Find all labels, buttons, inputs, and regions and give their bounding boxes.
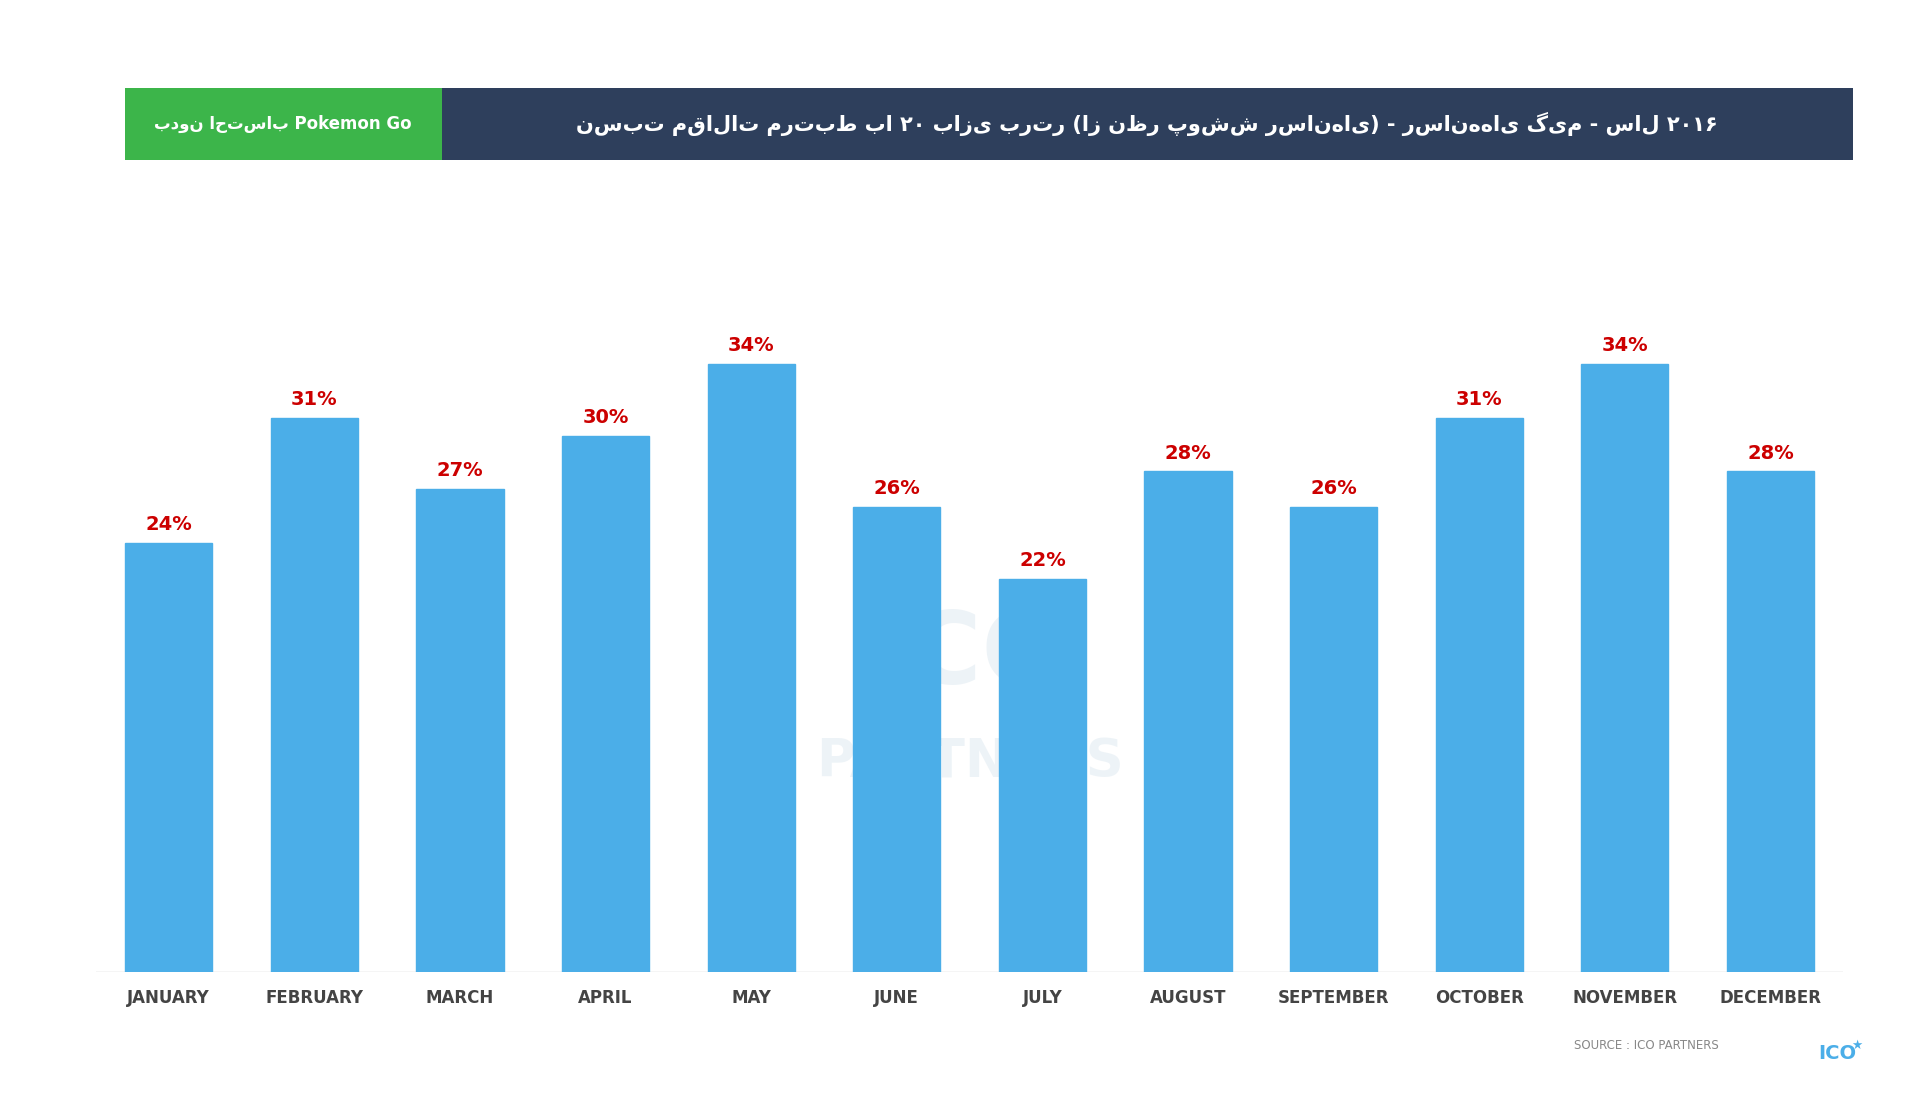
Text: 24%: 24% <box>146 515 192 534</box>
Text: ICO: ICO <box>872 609 1068 705</box>
FancyBboxPatch shape <box>125 88 1853 160</box>
Bar <box>1436 418 1523 972</box>
Text: 28%: 28% <box>1747 443 1793 463</box>
Bar <box>125 543 213 972</box>
Bar <box>1144 472 1233 972</box>
Text: PARTNERS: PARTNERS <box>816 736 1123 788</box>
Text: ICO: ICO <box>1818 1044 1857 1063</box>
Text: 28%: 28% <box>1165 443 1212 463</box>
Text: 34%: 34% <box>1601 336 1647 355</box>
Text: 22%: 22% <box>1020 551 1066 570</box>
Text: 34%: 34% <box>728 336 774 355</box>
Text: 27%: 27% <box>436 462 484 481</box>
Bar <box>707 365 795 972</box>
Text: SOURCE : ICO PARTNERS: SOURCE : ICO PARTNERS <box>1574 1039 1718 1052</box>
Text: بدون احتساب Pokemon Go: بدون احتساب Pokemon Go <box>154 115 413 134</box>
Bar <box>417 490 503 972</box>
Text: نسبت مقالات مرتبط با ۲۰ بازی برتر (از نظر پوشش رسانهای) - رسانه‌های گیم - سال ۲۰: نسبت مقالات مرتبط با ۲۰ بازی برتر (از نظ… <box>576 113 1718 136</box>
Bar <box>1726 472 1814 972</box>
Text: 30%: 30% <box>582 408 628 427</box>
FancyBboxPatch shape <box>125 88 442 160</box>
Bar <box>998 579 1087 972</box>
Text: 26%: 26% <box>1309 480 1357 498</box>
Text: 26%: 26% <box>874 480 920 498</box>
Bar <box>1580 365 1668 972</box>
Bar <box>271 418 357 972</box>
Bar <box>852 507 941 972</box>
Text: 31%: 31% <box>292 390 338 409</box>
Text: ★: ★ <box>1851 1039 1862 1052</box>
Bar <box>563 435 649 972</box>
Text: 31%: 31% <box>1455 390 1503 409</box>
Bar <box>1290 507 1377 972</box>
